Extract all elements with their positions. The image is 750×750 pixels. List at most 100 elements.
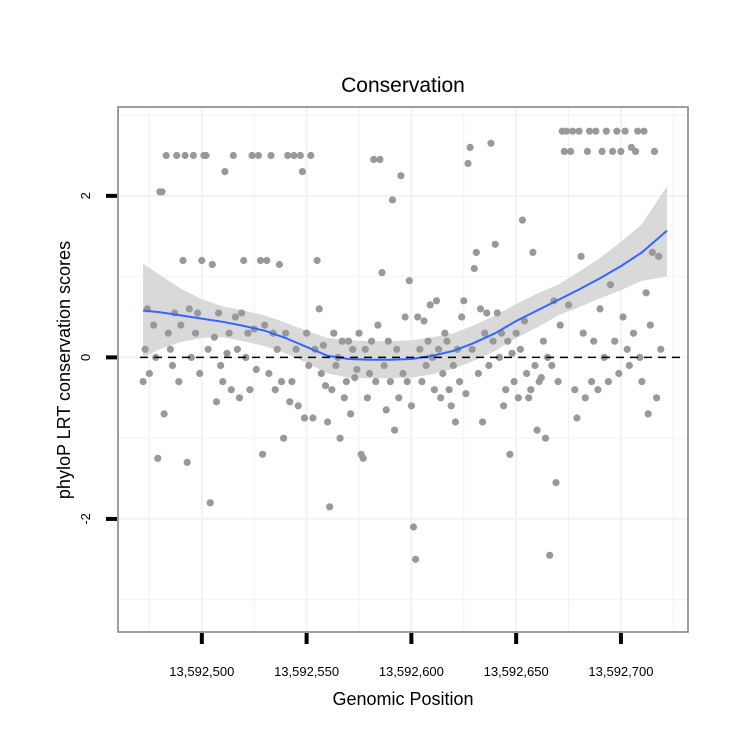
data-point xyxy=(173,151,181,160)
data-point xyxy=(648,248,657,256)
data-point xyxy=(596,305,604,313)
data-point xyxy=(395,394,403,402)
y-tick-label: 2 xyxy=(78,192,93,199)
data-point xyxy=(150,321,158,329)
data-point xyxy=(416,345,424,353)
chart-title: Conservation xyxy=(341,74,465,97)
data-point xyxy=(565,301,573,309)
data-point xyxy=(160,410,168,418)
data-point xyxy=(202,151,210,160)
data-point xyxy=(420,317,428,325)
data-point xyxy=(376,155,384,164)
data-point xyxy=(275,260,283,269)
data-point xyxy=(562,127,571,135)
data-point xyxy=(294,402,302,410)
data-point xyxy=(412,555,420,563)
data-point xyxy=(472,248,480,256)
data-point xyxy=(139,378,147,386)
data-point xyxy=(592,127,600,135)
data-point xyxy=(399,369,407,378)
smooth-line-layer xyxy=(142,229,668,361)
data-point xyxy=(655,252,663,260)
data-point xyxy=(221,168,229,176)
data-point xyxy=(315,305,323,313)
data-point xyxy=(185,305,193,313)
data-point xyxy=(598,147,606,155)
data-point xyxy=(487,139,495,147)
x-axis-ticks: 13,592,500 13,592,550 13,592,600 13,592,650… xyxy=(169,633,653,679)
data-point xyxy=(590,337,598,345)
data-point xyxy=(179,256,187,265)
data-point xyxy=(579,329,587,337)
data-point xyxy=(623,345,631,353)
data-point xyxy=(277,378,286,386)
data-point xyxy=(489,337,497,345)
data-point xyxy=(328,386,336,394)
data-point xyxy=(300,414,309,422)
y-axis-ticks: -2 0 2 xyxy=(78,192,117,525)
data-point xyxy=(326,503,334,511)
data-point xyxy=(187,353,195,361)
data-point xyxy=(506,450,514,458)
data-point xyxy=(567,147,575,155)
data-point xyxy=(527,386,535,394)
data-point xyxy=(271,386,279,394)
data-point xyxy=(166,345,174,353)
data-point xyxy=(405,277,413,285)
data-point xyxy=(355,329,363,337)
data-point xyxy=(571,386,579,394)
data-point xyxy=(653,394,661,402)
data-point xyxy=(215,309,223,317)
data-point xyxy=(518,216,527,224)
data-point xyxy=(609,147,617,155)
data-point xyxy=(317,369,325,378)
data-point xyxy=(441,329,449,337)
data-point xyxy=(418,378,426,386)
data-point xyxy=(259,450,267,458)
data-point xyxy=(238,309,246,317)
data-point xyxy=(313,256,321,265)
data-point xyxy=(265,369,273,378)
data-point xyxy=(378,269,386,277)
data-point xyxy=(336,434,344,442)
data-point xyxy=(426,301,434,309)
data-point xyxy=(235,394,244,402)
data-point xyxy=(650,147,659,155)
data-point xyxy=(523,369,531,378)
data-point xyxy=(577,252,585,260)
data-point xyxy=(504,337,512,345)
data-point xyxy=(569,127,577,135)
data-point xyxy=(307,151,315,160)
data-point xyxy=(342,378,350,386)
data-point xyxy=(520,317,529,325)
data-point xyxy=(594,386,602,394)
data-point xyxy=(256,256,265,265)
data-point xyxy=(481,329,489,337)
data-point xyxy=(432,297,441,305)
data-point xyxy=(479,418,487,426)
data-point xyxy=(189,151,197,160)
data-point xyxy=(321,382,330,390)
data-point xyxy=(422,361,430,370)
data-point xyxy=(625,361,633,370)
confidence-ribbon-layer xyxy=(143,186,668,379)
data-point xyxy=(332,361,340,370)
data-point xyxy=(443,337,451,345)
x-tick-label: 13,592,700 xyxy=(588,664,653,679)
data-point xyxy=(254,151,262,160)
data-point xyxy=(194,309,202,317)
data-point xyxy=(510,378,518,386)
data-point xyxy=(474,369,482,378)
data-point xyxy=(525,394,533,402)
data-point xyxy=(644,410,652,418)
data-point xyxy=(617,147,625,155)
data-point xyxy=(514,394,522,402)
data-point xyxy=(261,321,269,329)
data-point xyxy=(177,321,185,329)
data-point xyxy=(401,313,409,321)
data-point xyxy=(529,248,537,256)
data-point xyxy=(393,345,401,353)
data-point xyxy=(397,172,405,180)
data-point xyxy=(344,337,353,345)
